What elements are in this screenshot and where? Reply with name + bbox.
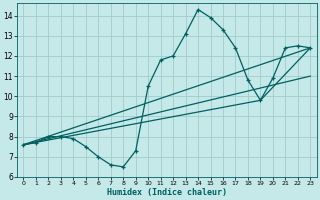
X-axis label: Humidex (Indice chaleur): Humidex (Indice chaleur) — [107, 188, 227, 197]
